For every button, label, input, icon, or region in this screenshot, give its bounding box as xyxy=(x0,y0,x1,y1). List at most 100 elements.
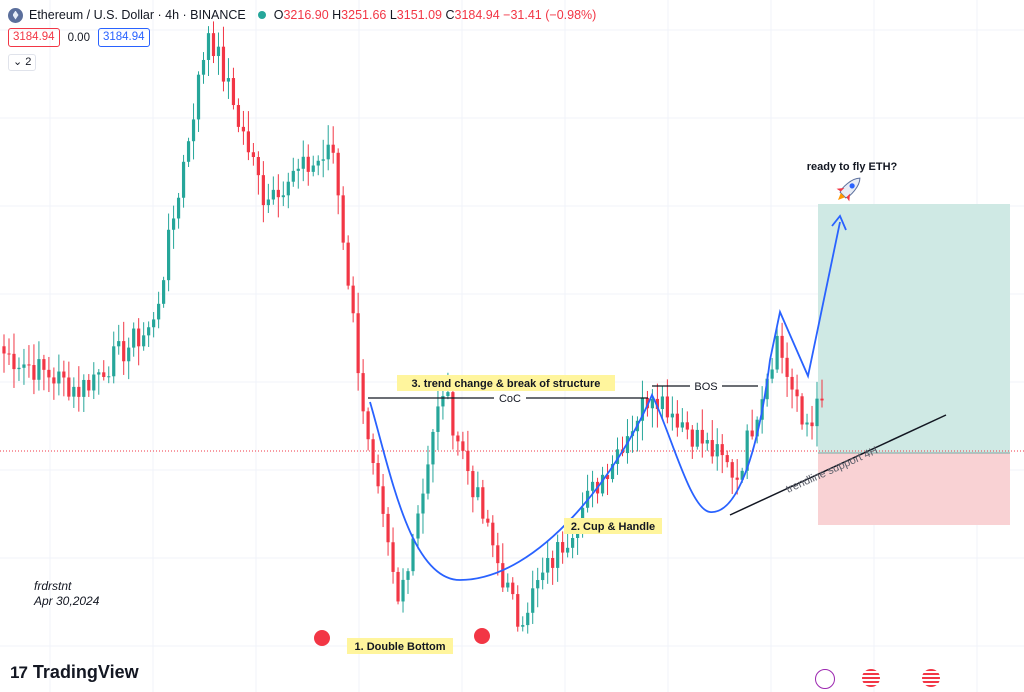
candle-body xyxy=(321,159,325,161)
candle-body xyxy=(12,353,16,370)
candle-body xyxy=(645,397,650,409)
double-bottom-marker-right xyxy=(474,628,490,644)
candle-body xyxy=(246,131,251,153)
candle-body xyxy=(112,346,116,377)
candle-body xyxy=(7,353,11,355)
candle-body xyxy=(501,563,505,588)
candle-body xyxy=(805,422,809,425)
candle-body xyxy=(491,522,495,546)
market-status-icon xyxy=(257,11,266,19)
candle-body xyxy=(780,335,784,358)
candle-body xyxy=(117,341,121,347)
candle-body xyxy=(127,347,131,362)
coc-label: CoC xyxy=(499,393,521,405)
candle-body xyxy=(281,195,285,198)
candle-body xyxy=(107,376,111,378)
candle-body xyxy=(755,419,759,437)
candle-body xyxy=(446,392,450,396)
candle-body xyxy=(815,398,819,427)
trend-change-label-bg xyxy=(397,375,615,391)
candle-body xyxy=(341,195,345,243)
candle-body xyxy=(735,477,739,480)
candle-body xyxy=(600,474,605,494)
candle-body xyxy=(511,582,515,595)
candle-body xyxy=(201,59,206,75)
bid-price[interactable]: 3184.94 xyxy=(8,28,60,47)
us-flag-icon[interactable] xyxy=(862,669,880,687)
candle-body xyxy=(391,542,395,572)
symbol-title[interactable]: Ethereum / U.S. Dollar · 4h · BINANCE xyxy=(29,8,246,22)
candle-body xyxy=(152,319,156,328)
tradingview-logo[interactable]: 17 TradingView xyxy=(10,662,139,683)
candle-body xyxy=(546,558,550,573)
candle-body xyxy=(381,486,385,514)
candle-body xyxy=(471,471,475,498)
cup-handle-curve xyxy=(369,221,841,581)
candle-body xyxy=(561,542,565,553)
candle-body xyxy=(426,464,430,494)
candle-body xyxy=(810,422,814,427)
candle-body xyxy=(386,513,390,543)
candle-body xyxy=(720,444,724,456)
candle-body xyxy=(32,365,36,380)
trendline-support xyxy=(729,414,947,516)
candle-body xyxy=(346,242,350,286)
candle-body xyxy=(725,455,729,463)
candle-body xyxy=(191,119,196,142)
candle-body xyxy=(456,435,460,442)
candle-body xyxy=(655,398,660,410)
candle-body xyxy=(575,531,580,538)
candle-body xyxy=(685,422,689,430)
candle-body xyxy=(166,229,171,281)
candle-body xyxy=(147,327,151,336)
symbol-header[interactable]: Ethereum / U.S. Dollar · 4h · BINANCE O3… xyxy=(8,6,596,24)
candle-body xyxy=(356,313,360,374)
candle-body xyxy=(670,413,674,418)
candle-body xyxy=(2,346,6,354)
lightning-icon[interactable] xyxy=(815,669,835,689)
candle-body xyxy=(610,463,615,480)
change-value: −31.41 (−0.98%) xyxy=(503,8,597,22)
candle-body xyxy=(291,170,295,182)
candle-body xyxy=(605,474,610,480)
candle-body xyxy=(416,513,420,539)
candle-body xyxy=(366,411,370,440)
tradingview-mark-icon: 17 xyxy=(10,662,28,682)
candle-body xyxy=(790,376,794,390)
candle-body xyxy=(675,413,679,428)
candle-body xyxy=(556,542,560,568)
candle-body xyxy=(770,369,774,379)
candle-body xyxy=(705,440,709,444)
candle-body xyxy=(171,218,176,230)
candle-body xyxy=(820,398,824,401)
candle-body xyxy=(97,372,101,375)
candle-body xyxy=(665,396,669,418)
ethereum-icon xyxy=(8,7,23,23)
candle-body xyxy=(251,152,255,158)
candle-body xyxy=(271,189,275,200)
candle-body xyxy=(795,389,799,397)
candle-body xyxy=(496,545,500,564)
date-label: Apr 30,2024 xyxy=(33,594,100,608)
us-flag-icon-2[interactable] xyxy=(922,669,940,687)
candle-body xyxy=(516,594,520,627)
indicators-toggle[interactable]: ⌄ 2 xyxy=(8,54,37,71)
ask-price[interactable]: 3184.94 xyxy=(97,28,150,47)
candle-body xyxy=(221,46,226,82)
trend-change-label: 3. trend change & break of structure xyxy=(412,378,601,390)
candle-body xyxy=(481,487,485,519)
candle-body xyxy=(231,78,236,106)
candle-body xyxy=(700,429,704,444)
chevron-down-icon: ⌄ xyxy=(13,56,23,68)
candle-body xyxy=(730,462,734,478)
candle-body xyxy=(436,406,440,432)
candle-body xyxy=(486,518,490,523)
candle-body xyxy=(401,579,405,602)
candle-body xyxy=(521,625,525,627)
candle-body xyxy=(421,493,425,514)
double-bottom-marker-left xyxy=(314,630,330,646)
candle-body xyxy=(765,378,769,400)
candle-body xyxy=(57,371,61,384)
stop-zone xyxy=(818,453,1010,525)
